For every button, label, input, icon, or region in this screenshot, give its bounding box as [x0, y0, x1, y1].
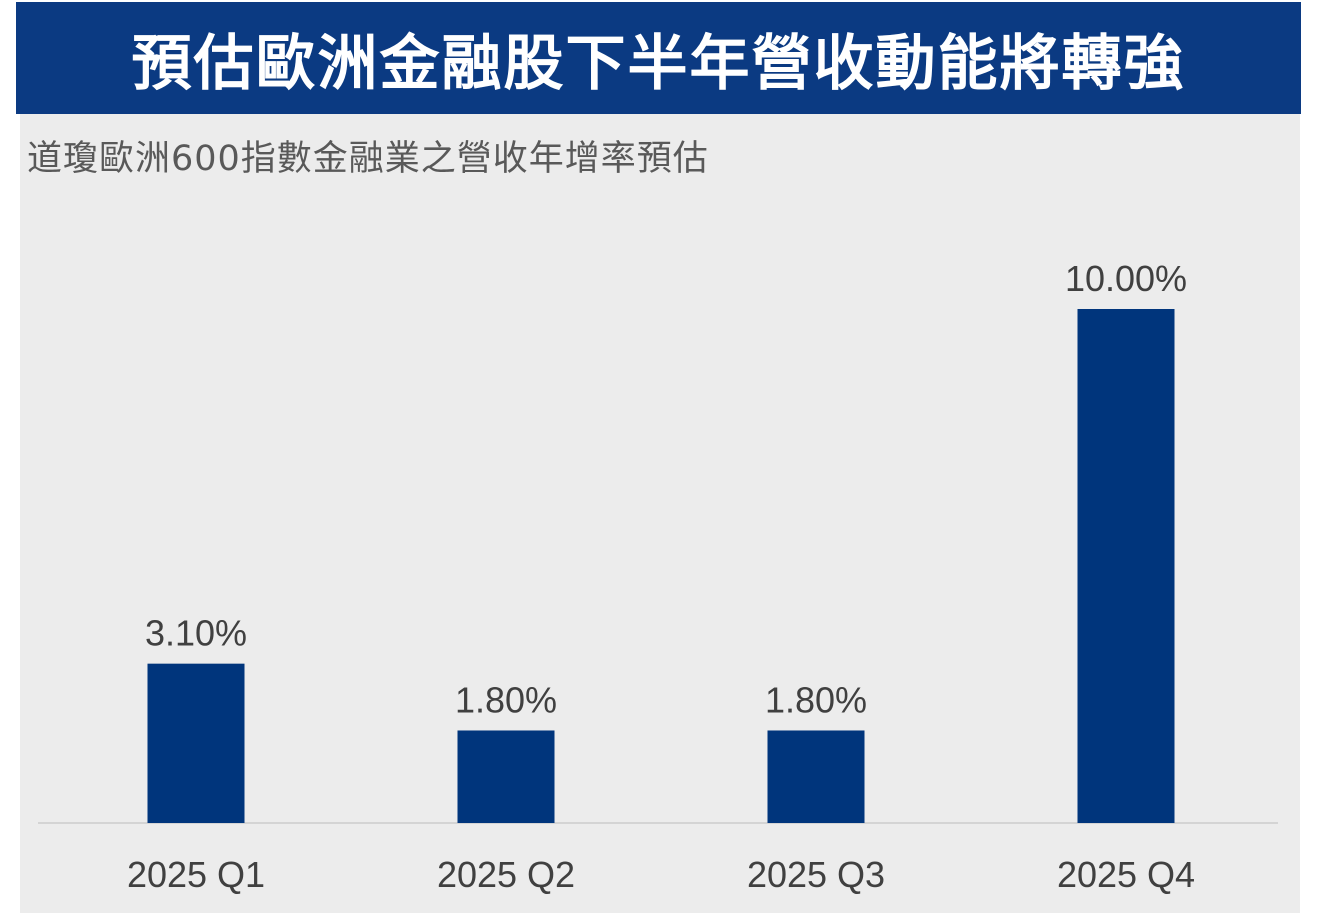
bar-2	[457, 730, 555, 823]
bar-4	[1077, 309, 1175, 823]
data-label-4: 10.00%	[1065, 258, 1187, 299]
bars-layer	[147, 309, 1175, 823]
value-labels-layer: 3.10% 1.80% 1.80% 10.00%	[145, 258, 1187, 720]
x-tick-label-4: 2025 Q4	[1057, 854, 1195, 895]
tick-labels-layer: 2025 Q1 2025 Q2 2025 Q3 2025 Q4	[127, 854, 1195, 895]
chart-title: 道瓊歐洲600指數金融業之營收年增率預估	[27, 139, 709, 179]
page-title: 預估歐洲金融股下半年營收動能將轉強	[131, 28, 1186, 99]
x-tick-label-3: 2025 Q3	[747, 854, 885, 895]
data-label-3: 1.80%	[765, 679, 867, 720]
x-tick-label-1: 2025 Q1	[127, 854, 265, 895]
bar-1	[147, 663, 245, 823]
data-label-1: 3.10%	[145, 613, 247, 654]
x-tick-label-2: 2025 Q2	[437, 854, 575, 895]
header-banner: 預估歐洲金融股下半年營收動能將轉強	[16, 2, 1301, 114]
data-label-2: 1.80%	[455, 679, 557, 720]
bar-3	[767, 730, 865, 823]
